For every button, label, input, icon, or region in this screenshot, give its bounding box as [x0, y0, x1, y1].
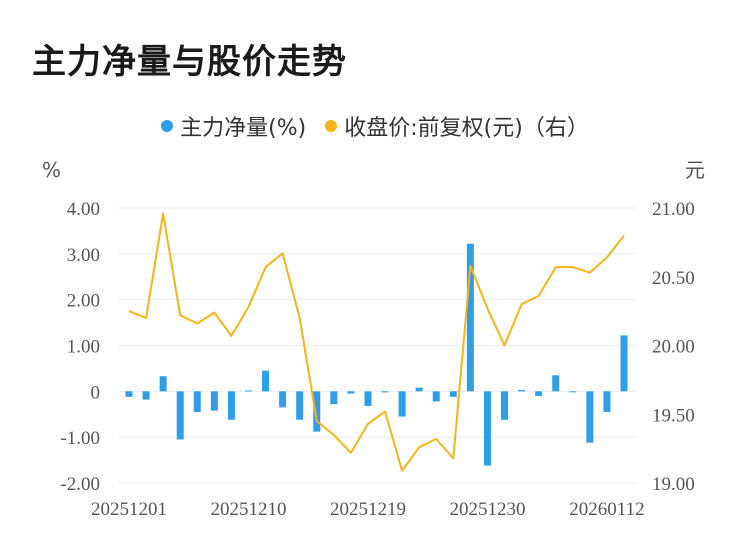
bar — [586, 391, 594, 443]
bar — [501, 391, 509, 420]
bar — [518, 389, 526, 392]
legend-item-net-volume[interactable]: 主力净量(%) — [161, 110, 306, 142]
legend-dot-bar — [161, 120, 174, 132]
y-left-tick-label: 0 — [91, 382, 101, 403]
y-right-tick-label: 19.50 — [652, 405, 695, 426]
bar — [569, 391, 577, 393]
chart-legend: 主力净量(%) 收盘价:前复权(元)（右） — [0, 110, 750, 142]
bar — [398, 391, 406, 417]
x-tick-label: 20251230 — [449, 499, 525, 520]
legend-label-net-volume: 主力净量(%) — [180, 116, 307, 141]
x-tick-label: 20260112 — [569, 499, 644, 520]
bar — [552, 375, 560, 392]
y-right-unit: 元 — [685, 158, 705, 182]
bar — [210, 391, 218, 411]
y-right-tick-label: 20.00 — [652, 337, 695, 358]
y-left-unit: % — [42, 158, 61, 182]
bar — [296, 391, 304, 420]
bar — [603, 391, 611, 412]
x-tick-label: 20251201 — [91, 499, 167, 520]
bar — [193, 391, 201, 412]
bar — [364, 391, 372, 406]
bar — [159, 376, 167, 392]
bar — [620, 335, 628, 392]
y-left-tick-label: 2.00 — [67, 291, 100, 312]
bar — [176, 391, 184, 440]
bar — [125, 391, 133, 397]
bar — [415, 387, 423, 392]
legend-dot-line — [325, 120, 338, 132]
bar — [227, 391, 235, 420]
legend-label-close-price: 收盘价:前复权(元)（右） — [344, 116, 589, 141]
bar — [466, 243, 474, 392]
y-left-tick-label: -2.00 — [60, 474, 100, 495]
y-right-tick-label: 19.00 — [652, 474, 695, 495]
y-left-tick-label: 3.00 — [67, 245, 100, 266]
bar — [535, 391, 543, 396]
y-left-tick-label: 1.00 — [67, 337, 100, 358]
bar — [313, 391, 321, 432]
bar — [347, 391, 355, 394]
bar — [330, 391, 338, 405]
bar — [244, 390, 252, 392]
x-tick-label: 20251219 — [330, 499, 406, 520]
y-left-tick-label: -1.00 — [60, 428, 100, 449]
y-right-tick-label: 20.50 — [652, 268, 695, 289]
chart-title: 主力净量与股价走势 — [32, 42, 347, 82]
bar — [381, 391, 389, 393]
y-right-tick-label: 21.00 — [652, 199, 695, 220]
bar — [483, 391, 491, 466]
y-left-tick-label: 4.00 — [67, 199, 100, 220]
bar — [279, 391, 287, 408]
legend-item-close-price[interactable]: 收盘价:前复权(元)（右） — [325, 110, 589, 142]
bar — [142, 391, 150, 400]
price-line — [128, 212, 625, 472]
bar — [262, 370, 270, 392]
bar — [432, 391, 440, 402]
x-tick-label: 20251210 — [210, 499, 286, 520]
bar — [449, 391, 457, 397]
